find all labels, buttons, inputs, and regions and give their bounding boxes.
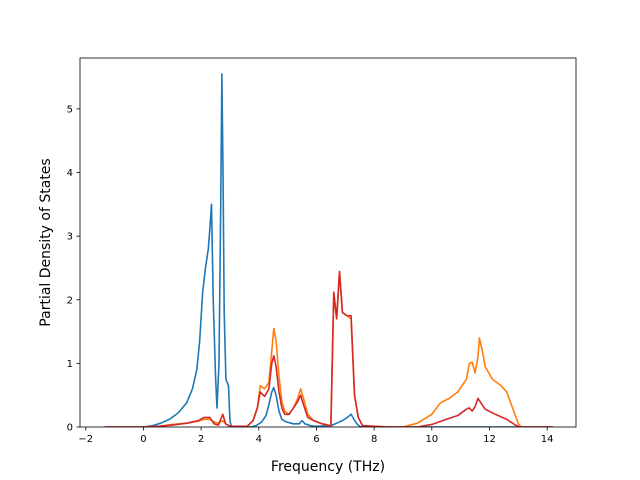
plot-frame <box>79 57 577 428</box>
x-tick-label: 10 <box>425 434 438 445</box>
x-tick-label: 4 <box>256 434 262 445</box>
x-tick-label: 0 <box>140 434 146 445</box>
x-axis-label: Frequency (THz) <box>271 459 385 475</box>
y-tick-label: 0 <box>67 423 73 434</box>
y-tick-label: 2 <box>67 295 73 306</box>
series-layer <box>104 73 553 427</box>
series-line-3 <box>104 270 553 427</box>
x-tick-label: 8 <box>371 434 377 445</box>
y-tick-label: 3 <box>67 232 73 243</box>
x-tick-label: 2 <box>198 434 204 445</box>
series-line-1 <box>104 73 553 427</box>
y-tick-label: 4 <box>67 168 73 179</box>
y-tick-label: 5 <box>67 104 73 115</box>
x-tick-label: 14 <box>541 434 554 445</box>
x-tick-label: 12 <box>483 434 496 445</box>
x-tick-label: −2 <box>78 434 93 445</box>
x-tick-label: 6 <box>313 434 319 445</box>
y-axis-label: Partial Density of States <box>38 158 54 326</box>
y-tick-label: 1 <box>67 359 73 370</box>
